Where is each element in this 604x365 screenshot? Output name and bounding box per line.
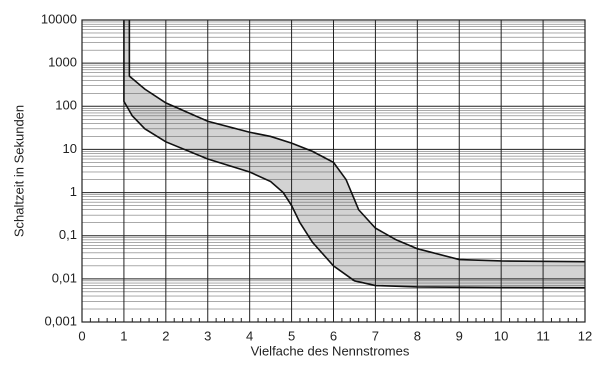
x-tick-label: 2	[162, 328, 169, 343]
x-tick-label: 12	[578, 328, 592, 343]
y-tick-label: 0,01	[52, 270, 77, 285]
x-tick-label: 0	[78, 328, 85, 343]
curve	[123, 20, 586, 289]
y-tick-label: 0,1	[59, 227, 77, 242]
x-tick-label: 1	[120, 328, 127, 343]
x-tick-label: 6	[330, 328, 337, 343]
band	[123, 20, 586, 288]
y-tick-label: 0,001	[44, 313, 77, 328]
x-tick-label: 3	[204, 328, 211, 343]
y-axis-label: Schaltzeit in Sekunden	[11, 105, 26, 237]
x-tick-label: 10	[494, 328, 508, 343]
y-tick-label: 1000	[48, 55, 77, 70]
plot-frame	[81, 19, 586, 323]
x-tick-label: 5	[288, 328, 295, 343]
curve	[128, 20, 586, 263]
y-tick-label: 100	[55, 98, 77, 113]
y-tick-label: 10000	[41, 11, 77, 26]
x-tick-label: 9	[456, 328, 463, 343]
x-tick-label: 8	[414, 328, 421, 343]
y-tick-label: 1	[70, 184, 77, 199]
x-tick-label: 11	[536, 328, 550, 343]
y-tick-label: 10	[63, 141, 77, 156]
x-axis-label: Vielfache des Nennstromes	[251, 343, 410, 358]
x-tick-label: 4	[246, 328, 253, 343]
x-tick-label: 7	[372, 328, 379, 343]
